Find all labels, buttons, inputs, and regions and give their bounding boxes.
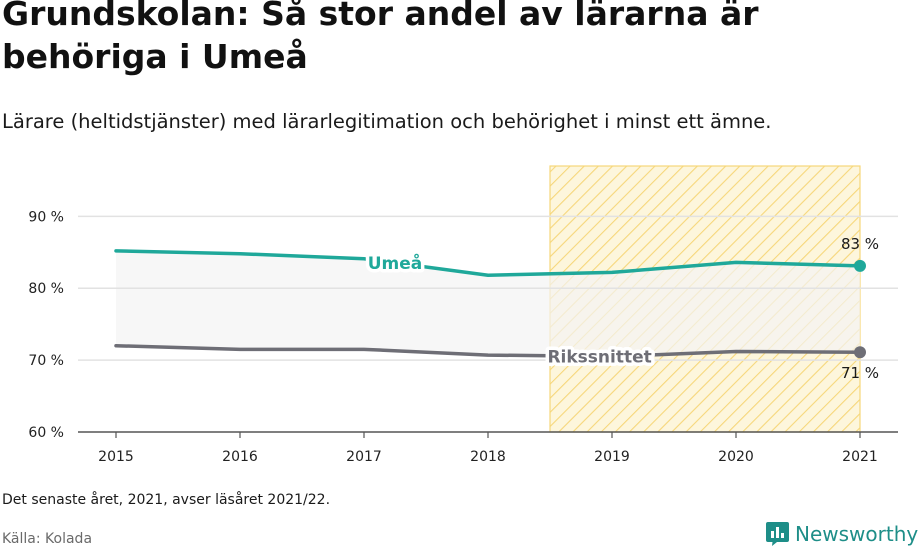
- x-tick-label: 2020: [718, 449, 754, 465]
- x-tick-label: 2016: [222, 449, 258, 465]
- range-band: [116, 250, 860, 357]
- newsworthy-logo[interactable]: Newsworthy: [765, 519, 918, 549]
- chart-subtitle: Lärare (heltidstjänster) med lärarlegiti…: [2, 110, 772, 133]
- y-tick-label: 80 %: [28, 281, 64, 297]
- y-tick-label: 90 %: [28, 209, 64, 225]
- end-point-riks: [854, 346, 866, 359]
- newsworthy-logo-icon: [766, 522, 789, 546]
- line-chart: 60 % 70 % 80 % 90 % 2015 2016 2017 2018 2019 2020…: [28, 165, 898, 465]
- source-note: Källa: Kolada: [2, 531, 93, 547]
- y-tick-label: 70 %: [28, 353, 64, 369]
- end-value-label-umea: 83 %: [841, 235, 879, 253]
- chart-title: Grundskolan: Så stor andel av lärarna är…: [2, 0, 759, 76]
- series-line-riks: [114, 343, 862, 359]
- series-line-umea: [114, 249, 862, 278]
- series-label-riks: Rikssnittet: [547, 347, 651, 367]
- end-value-label-riks: 71 %: [841, 364, 879, 382]
- y-tick-label: 60 %: [28, 425, 64, 441]
- x-tick-label: 2015: [98, 449, 134, 465]
- end-point-umea: [854, 259, 866, 272]
- brand-name: Newsworthy: [795, 522, 919, 546]
- x-tick-label: 2021: [842, 449, 878, 465]
- x-tick-label: 2019: [594, 449, 630, 465]
- x-tick-label: 2017: [346, 449, 382, 465]
- x-tick-label: 2018: [470, 449, 506, 465]
- series-label-umea: Umeå: [368, 252, 423, 274]
- footnote: Det senaste året, 2021, avser läsåret 20…: [2, 492, 331, 508]
